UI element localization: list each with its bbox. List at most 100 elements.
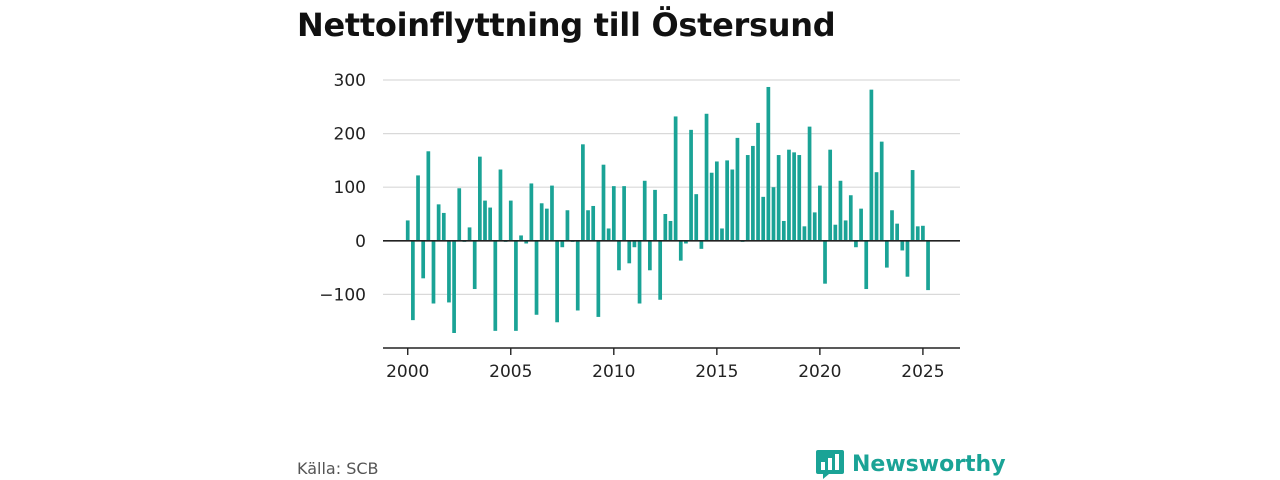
bar [457,188,462,241]
bar [416,175,420,241]
brand-name: Newsworthy [852,451,1006,477]
bar-chart-speech-bubble-icon [816,450,844,479]
bar [910,170,915,241]
bar [606,228,611,241]
bar [519,235,523,241]
y-tick-label: 300 [334,71,366,91]
bar [905,240,910,277]
x-tick-label: 2015 [695,362,738,382]
bar [771,187,776,241]
bar [591,205,596,241]
bar [544,208,549,241]
bar [534,240,539,315]
bar [730,169,735,241]
bar [704,113,709,241]
bar [658,240,663,300]
bar [452,240,456,333]
bar [488,207,493,241]
bar [529,183,534,241]
bar [709,172,714,241]
bar [776,155,781,241]
bar [879,141,884,241]
bar [859,208,863,241]
bar [436,204,441,241]
bar [781,220,786,241]
source-note: Källa: SCB [297,459,379,478]
bar [560,240,565,248]
bar [586,210,590,241]
bar [807,126,812,241]
bar [926,240,930,291]
bar [864,240,869,290]
bar [869,89,874,241]
bar [622,186,626,241]
x-tick-label: 2025 [901,362,944,382]
bar [823,240,827,284]
x-tick-label: 2010 [592,362,635,382]
bar [818,185,822,241]
bars [405,86,930,333]
bar [550,185,554,241]
bar [637,240,642,304]
bar [678,240,683,261]
bar [421,240,426,279]
bar [756,122,760,241]
y-tick-label: 0 [355,232,366,252]
x-tick-label: 2005 [489,362,532,382]
bar [792,152,796,241]
bar [668,220,673,241]
bar [714,161,719,241]
gridlines [383,79,960,295]
tick-labels: −100 0 100 200 300 2000 2005 2010 2015 2020 2025 [319,71,944,382]
bar [874,172,879,241]
bar [699,240,704,249]
y-tick-label: −100 [319,285,366,305]
bar [596,240,601,317]
bar [751,145,755,241]
bar [441,212,446,241]
x-tick-label: 2000 [386,362,429,382]
bar [694,194,699,241]
bar [900,240,905,251]
bar [581,144,585,241]
bar [405,220,410,241]
bar [673,116,678,241]
bar [426,151,431,241]
bar [648,240,652,271]
bar [838,180,843,241]
bar [843,220,848,241]
bar [802,226,807,241]
bar [848,195,853,241]
bar [745,155,750,241]
bar [725,160,729,241]
x-tick-label: 2020 [798,362,841,382]
bar [565,210,570,241]
bar [828,149,833,241]
bar [447,240,451,303]
y-tick-label: 200 [334,125,366,145]
bar [642,180,647,241]
bar [833,224,838,241]
bar [684,240,688,244]
bar [787,149,791,241]
bar [611,186,616,241]
bar [797,155,802,241]
bar [653,189,657,241]
bar [689,129,693,241]
bar [483,200,487,241]
y-tick-label: 100 [334,178,366,198]
bar [472,240,477,290]
axes [383,240,960,355]
bar [617,240,621,271]
bar [663,214,668,241]
chart-title: Nettoinflyttning till Östersund [297,6,836,44]
bar [766,86,771,241]
bar [539,203,544,241]
bar [854,240,858,248]
bar [431,240,436,304]
bar [514,240,518,331]
bar [575,240,580,311]
bar [884,240,889,268]
bar [555,240,559,323]
bar [627,240,632,264]
